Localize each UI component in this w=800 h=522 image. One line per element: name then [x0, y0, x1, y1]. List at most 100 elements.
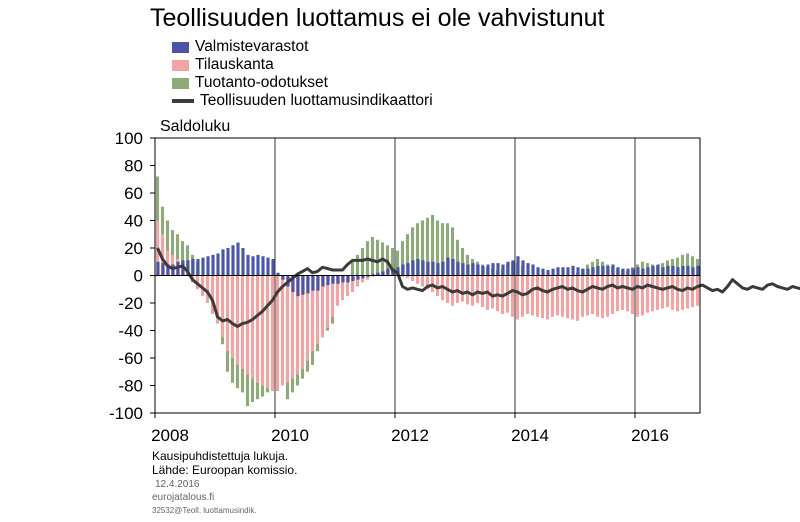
bar-production-40	[355, 254, 360, 276]
bar-inventory-79	[551, 268, 555, 276]
y-tick-label--100: -100	[109, 404, 143, 423]
bar-inventory-64	[476, 264, 480, 276]
legend-label-confidence: Teollisuuden luottamusindikaattori	[200, 92, 433, 109]
bar-production-104	[675, 257, 680, 276]
bar-production-6	[185, 245, 190, 276]
bar-orders-20	[255, 275, 260, 383]
bar-orders-71	[510, 275, 515, 317]
bar-orders-104	[675, 275, 680, 312]
bar-orders-49	[400, 275, 405, 277]
bar-orders-18	[245, 275, 250, 375]
bar-inventory-13	[221, 249, 225, 276]
bar-production-44	[375, 239, 380, 276]
legend-swatch-production	[172, 77, 189, 89]
axes	[150, 137, 701, 418]
bar-orders-84	[575, 275, 580, 321]
bar-orders-94	[625, 275, 630, 312]
bar-inventory-96	[636, 267, 640, 276]
bar-production-58	[445, 223, 450, 276]
y-tick-label--40: -40	[118, 322, 143, 341]
bar-production-39	[350, 261, 355, 276]
bar-production-51	[410, 227, 415, 276]
bar-inventory-107	[691, 267, 695, 276]
chart-code: 32532@Teoll. luottamusindik.	[152, 506, 257, 515]
bar-inventory-29	[301, 275, 305, 295]
bar-production-43	[370, 237, 375, 276]
bar-inventory-20	[256, 254, 260, 276]
bar-inventory-51	[411, 260, 415, 276]
legend-label-inventory: Valmistevarastot	[195, 38, 309, 55]
bar-orders-78	[545, 275, 550, 320]
legend-swatch-inventory	[172, 41, 189, 53]
x-tick-label-2014: 2014	[511, 426, 549, 445]
bar-orders-92	[615, 275, 620, 312]
bar-orders-103	[670, 275, 675, 310]
bar-inventory-1	[161, 263, 165, 276]
bar-orders-85	[580, 275, 585, 317]
bar-orders-1	[160, 234, 165, 276]
bar-inventory-103	[671, 265, 675, 276]
bar-orders-80	[555, 275, 560, 316]
bar-inventory-75	[531, 264, 535, 276]
bar-inventory-36	[336, 275, 340, 284]
bar-inventory-18	[246, 254, 250, 276]
bar-inventory-17	[241, 248, 245, 276]
bar-orders-93	[620, 275, 625, 310]
bar-inventory-46	[386, 268, 390, 276]
bar-inventory-56	[436, 263, 440, 276]
legend-label-production: Tuotanto-odotukset	[195, 74, 328, 91]
bar-inventory-21	[261, 256, 265, 276]
bar-orders-51	[410, 275, 415, 281]
bar-inventory-34	[326, 275, 330, 286]
bar-orders-52	[415, 275, 420, 284]
bar-inventory-10	[206, 256, 210, 276]
bar-inventory-84	[576, 267, 580, 276]
bar-orders-16	[235, 275, 240, 365]
legend: Valmistevarastot Tilauskanta Tuotanto-od…	[172, 38, 433, 110]
bar-orders-77	[540, 275, 545, 319]
bar-orders-107	[690, 275, 695, 308]
bar-orders-87	[590, 275, 595, 314]
bar-production-97	[640, 261, 645, 276]
bar-inventory-16	[236, 242, 240, 276]
bar-inventory-31	[311, 275, 315, 291]
bar-inventory-42	[366, 275, 370, 277]
legend-item-inventory: Valmistevarastot	[172, 38, 433, 56]
bar-orders-25	[280, 275, 285, 386]
confidence-line	[156, 247, 800, 328]
bar-orders-105	[680, 275, 685, 310]
bar-inventory-86	[586, 268, 590, 276]
x-tick-label-2010: 2010	[271, 426, 309, 445]
bar-orders-27	[290, 275, 295, 379]
y-tick-label--60: -60	[118, 349, 143, 368]
bar-inventory-105	[681, 265, 685, 276]
bar-orders-86	[585, 275, 590, 316]
footnote-seasonal: Kausipuhdistettuja lukuja.	[152, 449, 289, 463]
bar-orders-65	[480, 275, 485, 308]
bar-production-60	[455, 239, 460, 276]
bar-orders-28	[295, 275, 300, 375]
bar-inventory-49	[401, 264, 405, 276]
bar-inventory-44	[376, 272, 380, 276]
bar-orders-31	[310, 275, 315, 352]
bar-orders-98	[645, 275, 650, 313]
bar-orders-54	[425, 275, 430, 290]
bar-inventory-6	[186, 260, 190, 276]
bar-production-52	[415, 223, 420, 276]
bar-inventory-91	[611, 264, 615, 276]
bar-inventory-70	[506, 261, 510, 276]
bar-inventory-37	[341, 275, 345, 283]
bar-production-2	[165, 220, 170, 276]
bar-orders-10	[205, 275, 210, 303]
bar-inventory-108	[696, 265, 700, 276]
bar-inventory-69	[501, 264, 505, 276]
bar-inventory-59	[451, 259, 455, 276]
bar-production-107	[690, 256, 695, 276]
bar-orders-67	[490, 275, 495, 309]
tick-labels: 100 80 60 40 20 0 -20 -40 -60 -80 -100 2008 2010 2012…	[109, 129, 669, 445]
bar-inventory-53	[421, 260, 425, 276]
x-tick-label-2008: 2008	[151, 426, 189, 445]
confidence-line-group	[156, 247, 800, 328]
bar-inventory-38	[346, 275, 350, 283]
